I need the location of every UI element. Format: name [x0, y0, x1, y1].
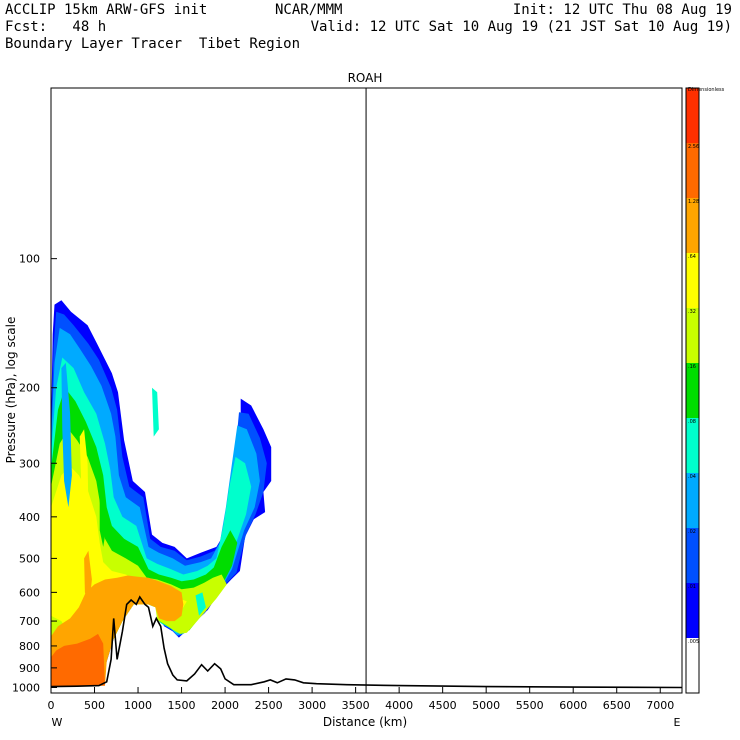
- x-tick-label: 6500: [603, 699, 631, 712]
- colorbar-label: 2.56: [688, 144, 699, 150]
- tracer-streak-5: [152, 387, 159, 437]
- x-tick-label: 5500: [516, 699, 544, 712]
- y-tick-label: 700: [19, 615, 40, 628]
- x-tick-label: 1000: [124, 699, 152, 712]
- colorbar-label: .005: [688, 639, 699, 645]
- tracer-streak-1: [61, 362, 72, 508]
- colorbar-segment: [686, 418, 699, 473]
- y-tick-label: 500: [19, 552, 40, 565]
- y-tick-label: 400: [19, 511, 40, 524]
- tracer-streak-4: [84, 550, 92, 605]
- tracer-streak-2: [79, 429, 89, 526]
- axes: 0 500 1000 1500 2000 2500 3000 3500 4000 4500 5000…: [12, 87, 683, 712]
- y-tick-label: 100: [19, 253, 40, 266]
- x-tick-label: 7000: [646, 699, 674, 712]
- y-tick-label: 800: [19, 640, 40, 653]
- x-tick-label: 3500: [342, 699, 370, 712]
- x-tick-label: 4000: [385, 699, 413, 712]
- x-tick-label: 500: [84, 699, 105, 712]
- colorbar-segment: [686, 363, 699, 418]
- colorbar-label: .08: [688, 419, 696, 425]
- colorbar: Dimensionless 2.56 1.28 .64 .32 .16 .08 .04 .02.…: [685, 87, 725, 694]
- colorbar-label: .16: [688, 364, 696, 370]
- y-axis-label: Pressure (hPa), log scale: [4, 317, 18, 464]
- colorbar-label: .32: [688, 309, 696, 315]
- y-tick-label: 200: [19, 382, 40, 395]
- x-tick-label: 2500: [255, 699, 283, 712]
- colorbar-segment: [686, 253, 699, 308]
- terrain: [50, 595, 683, 689]
- colorbar-label: .64: [688, 254, 696, 260]
- colorbar-label: Dimensionless: [688, 87, 725, 93]
- x-tick-label: 2000: [211, 699, 239, 712]
- colorbar-segment: [686, 528, 699, 583]
- colorbar-segment: [686, 638, 699, 693]
- colorbar-label: 1.28: [688, 199, 699, 205]
- x-tick-label: 6000: [559, 699, 587, 712]
- x-tick-label: 0: [48, 699, 55, 712]
- colorbar-segment: [686, 88, 699, 143]
- terrain-line: [50, 595, 683, 689]
- colorbar-label: .04: [688, 474, 696, 480]
- org-label: NCAR/MMM: [275, 2, 343, 18]
- colorbar-frame: [685, 87, 700, 694]
- model-title: ACCLIP 15km ARW-GFS init: [5, 2, 208, 18]
- colorbar-segment: [686, 473, 699, 528]
- x-end-label-east: E: [674, 716, 681, 729]
- colorbar-segment: [686, 583, 699, 638]
- x-axis-label: Distance (km): [323, 715, 407, 729]
- y-tick-label: 300: [19, 457, 40, 470]
- tracer-field: [51, 300, 272, 687]
- y-tick-label: 1000: [12, 681, 40, 694]
- chart-title: ROAH: [348, 71, 383, 85]
- y-tick-label: 600: [19, 586, 40, 599]
- colorbar-segment: [686, 308, 699, 363]
- colorbar-label: .02: [688, 529, 696, 535]
- colorbar-label: .01: [688, 584, 696, 590]
- x-tick-label: 5000: [472, 699, 500, 712]
- forecast-hour: Fcst: 48 h: [5, 19, 107, 35]
- colorbar-segment: [686, 198, 699, 253]
- valid-time: Valid: 12 UTC Sat 10 Aug 19 (21 JST Sat …: [310, 19, 732, 35]
- y-tick-label: 900: [19, 662, 40, 675]
- plot-subtitle: Boundary Layer Tracer Tibet Region: [5, 36, 301, 52]
- x-tick-label: 3000: [298, 699, 326, 712]
- x-tick-label: 4500: [429, 699, 457, 712]
- x-end-label-west: W: [52, 716, 63, 729]
- tracer-streak-6: [195, 592, 206, 616]
- colorbar-segment: [686, 143, 699, 198]
- tracer-streak-3: [99, 486, 107, 547]
- tracer-level-9: [51, 633, 105, 687]
- x-tick-label: 1500: [168, 699, 196, 712]
- init-time: Init: 12 UTC Thu 08 Aug 19: [512, 2, 732, 18]
